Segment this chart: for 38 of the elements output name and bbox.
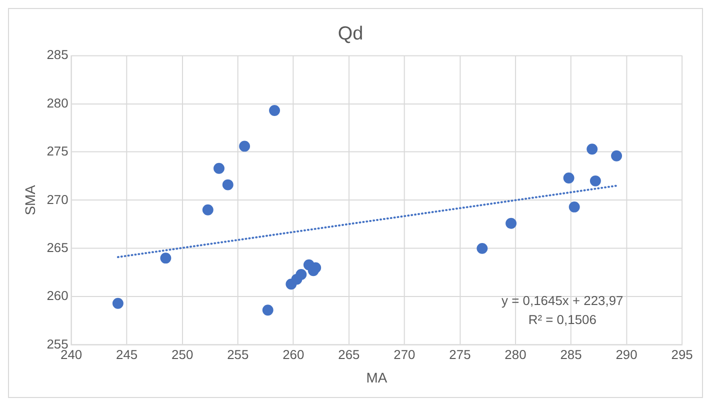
point xyxy=(269,105,280,116)
point xyxy=(239,140,250,152)
y-tick-label: 275 xyxy=(46,144,68,159)
point xyxy=(506,218,517,229)
annotation: R² = 0,1506 xyxy=(528,312,596,327)
x-tick-label: 250 xyxy=(172,347,194,362)
point xyxy=(568,201,580,212)
point xyxy=(160,252,172,264)
point xyxy=(586,144,598,155)
x-tick-label: 280 xyxy=(504,347,526,362)
x-tick-label: 295 xyxy=(671,347,693,362)
point xyxy=(214,162,224,174)
y-tick-label: 265 xyxy=(46,240,68,255)
x-tick-label: 265 xyxy=(338,347,360,362)
y-tick-label: 280 xyxy=(46,95,68,110)
x-tick-label: 275 xyxy=(449,347,471,362)
point xyxy=(112,298,124,309)
x-tick-label: 245 xyxy=(116,347,138,362)
y-tick-label: 270 xyxy=(46,192,68,207)
x-tick-label: 285 xyxy=(560,347,582,362)
x-tick-label: 290 xyxy=(616,347,638,362)
point xyxy=(202,204,214,216)
chart-title: Qd xyxy=(338,23,364,44)
y-tick-label: 285 xyxy=(46,47,68,62)
point xyxy=(222,179,234,190)
point xyxy=(262,304,274,316)
x-axis-title: MA xyxy=(366,370,388,386)
annotation: y = 0,1645x + 223,97 xyxy=(502,293,624,308)
x-tick-label: 255 xyxy=(227,347,249,362)
x-tick-label: 260 xyxy=(282,347,304,362)
x-tick-label: 270 xyxy=(394,347,416,362)
point xyxy=(296,268,307,280)
point xyxy=(611,150,622,162)
point xyxy=(563,172,574,184)
y-tick-label: 260 xyxy=(46,288,68,304)
y-axis-title: SMA xyxy=(22,184,38,216)
point xyxy=(476,242,488,254)
point xyxy=(590,175,601,186)
